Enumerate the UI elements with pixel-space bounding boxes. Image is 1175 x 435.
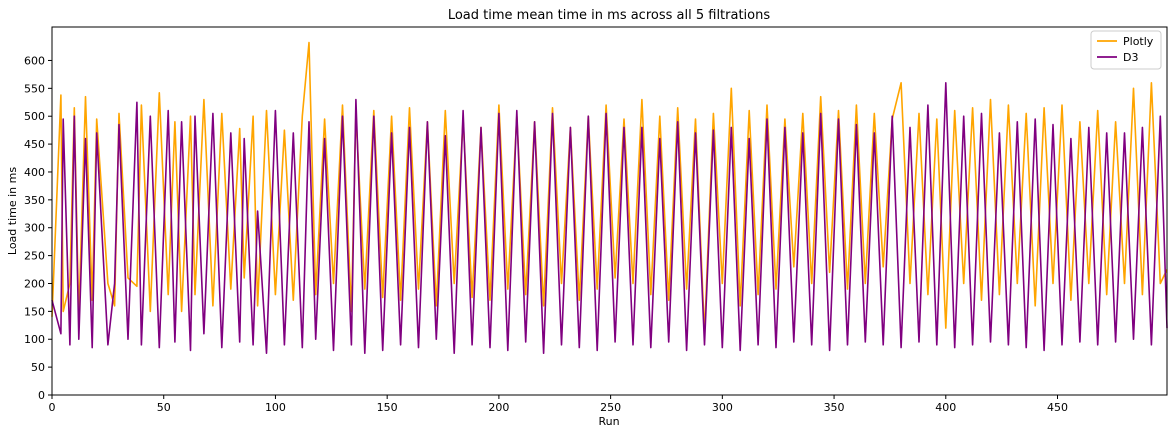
- x-tick-label: 250: [600, 401, 621, 414]
- y-tick-label: 550: [24, 82, 45, 95]
- y-tick-label: 600: [24, 54, 45, 67]
- legend-label-plotly: Plotly: [1123, 35, 1154, 48]
- y-tick-label: 250: [24, 250, 45, 263]
- y-tick-label: 300: [24, 222, 45, 235]
- x-tick-label: 200: [488, 401, 509, 414]
- x-tick-label: 0: [49, 401, 56, 414]
- y-tick-label: 200: [24, 277, 45, 290]
- plot-frame: [51, 26, 1168, 396]
- y-tick-label: 150: [24, 305, 45, 318]
- y-tick-label: 400: [24, 166, 45, 179]
- x-tick-label: 50: [157, 401, 171, 414]
- x-tick-label: 450: [1047, 401, 1068, 414]
- legend: Plotly D3: [1090, 30, 1162, 70]
- y-tick-label: 50: [31, 361, 45, 374]
- series-line-plotly: [51, 41, 1168, 335]
- y-tick-label: 450: [24, 138, 45, 151]
- y-tick-label: 100: [24, 333, 45, 346]
- y-tick-label: 500: [24, 110, 45, 123]
- y-tick-label: 350: [24, 194, 45, 207]
- x-tick-label: 350: [824, 401, 845, 414]
- x-axis-title: Run: [598, 415, 619, 428]
- series-line-d3: [51, 82, 1168, 355]
- legend-label-d3: D3: [1123, 51, 1138, 64]
- x-tick-label: 150: [377, 401, 398, 414]
- x-tick-label: 100: [265, 401, 286, 414]
- y-tick-label: 0: [38, 389, 45, 402]
- x-tick-label: 400: [935, 401, 956, 414]
- y-axis-title: Load time in ms: [6, 167, 19, 255]
- x-tick-label: 300: [712, 401, 733, 414]
- x-axis: 0 50 100 150 200 250 300 350 400 450: [49, 395, 1068, 414]
- chart-title: Load time mean time in ms across all 5 f…: [448, 8, 771, 23]
- y-axis: 0 50 100 150 200 250 300 350 400 450 500 550 600: [24, 54, 52, 402]
- series-layer: [51, 41, 1168, 355]
